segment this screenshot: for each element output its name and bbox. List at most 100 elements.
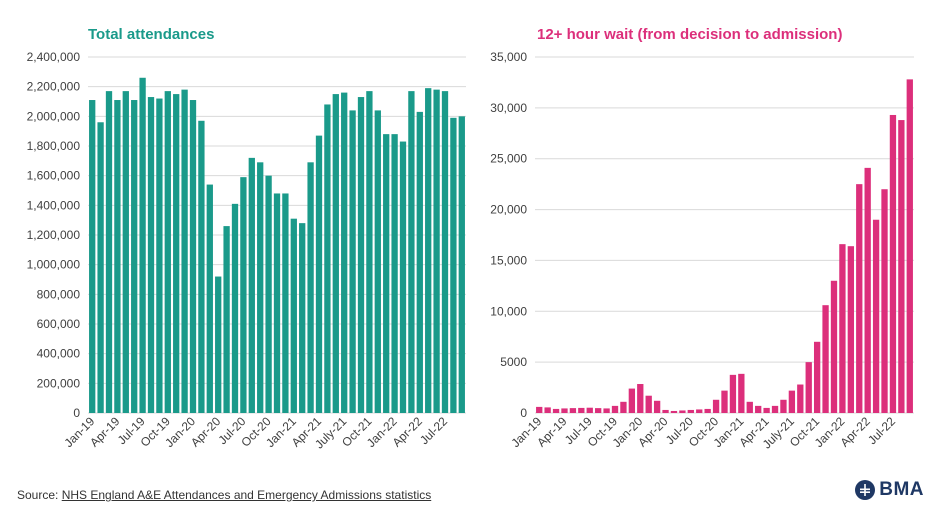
left-chart-y-tick-label: 800,000 [37,287,81,301]
left-chart-bar [231,203,239,413]
left-chart-bar [383,134,390,413]
left-chart-bar [425,88,432,414]
left-chart-bar [441,91,449,413]
left-chart-bar [139,77,146,414]
source-link[interactable]: NHS England A&E Attendances and Emergenc… [61,488,432,502]
left-chart-bar [366,91,373,413]
right-chart-bar [839,244,846,413]
total-attendances-chart: 0 200,000 400,000 600,000 800,000 1,000,000 1,… [27,50,466,451]
right-chart-y-tick-label: 15,000 [490,253,527,267]
right-chart-y-tick-label: 20,000 [490,203,527,217]
left-chart-title: Total attendances [88,26,214,43]
right-chart-bar [586,407,593,413]
source-note: Source: NHS England A&E Attendances and … [17,488,431,502]
left-chart-bar [299,223,306,413]
left-chart-y-tick-label: 2,000,000 [27,109,81,123]
right-chart-bar [856,184,863,413]
left-chart-bar [189,100,197,414]
left-chart-bar [391,134,398,413]
left-chart-x-tick-label: Jul-22 [417,414,450,447]
left-chart-bar [122,91,129,413]
left-chart-y-tick-label: 200,000 [37,376,81,390]
right-chart-bar [595,408,602,413]
left-chart-bar [349,110,356,414]
right-chart-bar [830,280,838,413]
left-chart-bar [164,91,171,413]
right-chart-bar [864,167,871,413]
right-chart-bar [822,305,829,413]
left-chart-bar [257,162,264,413]
left-chart-bar [341,92,348,413]
right-chart-bar [881,189,888,413]
right-chart-bar [898,120,905,413]
left-chart-bar [240,177,247,413]
left-chart-bar [458,116,465,413]
bma-logo: BMA [854,479,924,501]
left-chart-bar [315,135,323,413]
left-chart-bar [324,104,331,413]
source-prefix: Source: [17,488,62,502]
right-chart-bar [645,395,652,413]
left-chart-bar [156,98,163,414]
right-chart-bar [696,409,703,413]
left-chart-bar [416,111,423,413]
right-chart-bar [679,410,686,413]
right-chart-bar [611,405,619,413]
right-chart-bar [771,405,779,413]
left-chart-bar [282,193,289,413]
left-chart-bar [273,193,281,413]
right-chart-bar [813,341,821,413]
right-chart-bar [712,399,720,413]
right-chart-bar [662,409,669,413]
left-chart-bar [114,100,121,414]
left-chart-bar [206,184,213,413]
left-chart-y-tick-label: 2,400,000 [27,50,81,64]
right-chart-bar [797,384,804,413]
right-chart-bar [788,390,796,413]
left-chart-y-tick-label: 1,000,000 [27,258,81,272]
left-chart-bar [307,162,314,413]
right-chart-bar [637,384,644,413]
left-chart-bar [357,97,365,414]
twelve-hour-wait-chart: 0 5000 10,000 15,000 20,000 25,000 30,000 35,00… [490,50,914,451]
left-chart-bar [433,89,440,413]
left-chart-bar [89,100,96,414]
right-chart-bar [561,408,568,413]
right-chart-title: 12+ hour wait (from decision to admissio… [537,26,842,43]
right-chart-bar [704,408,711,413]
left-chart-bar [147,97,155,414]
bma-logo-text: BMA [879,479,924,500]
left-chart-y-tick-label: 1,600,000 [27,169,81,183]
left-chart-y-tick-label: 0 [73,406,80,420]
right-chart-bar [670,410,678,413]
left-chart-bar [131,100,138,414]
left-chart-bar [265,175,272,413]
right-chart-y-tick-label: 10,000 [490,304,527,318]
right-chart-x-tick-label: Jul-22 [865,414,898,447]
right-chart-bar [847,246,854,413]
right-chart-bar [780,399,787,413]
left-chart-bar [408,91,415,413]
left-chart-bar [97,122,104,414]
left-chart-bar [223,226,230,413]
left-chart-bar [181,89,188,413]
right-chart-y-tick-label: 30,000 [490,101,527,115]
right-chart-bar [889,114,897,413]
left-chart-y-tick-label: 1,800,000 [27,139,81,153]
right-chart-bar [552,408,560,413]
right-chart-bar [755,405,762,413]
right-chart-x-tick-label: Apr-20 [635,414,671,450]
right-chart-y-tick-label: 5000 [500,355,527,369]
left-chart-bar [290,218,297,413]
right-chart-bar [578,407,585,413]
left-chart-y-tick-label: 600,000 [37,317,81,331]
right-chart-bar [721,390,728,413]
left-chart-y-tick-label: 2,200,000 [27,80,81,94]
right-chart-bar [906,79,913,414]
right-chart-bar [536,406,543,413]
left-chart-bar [173,94,180,413]
right-chart-bar [653,400,661,413]
left-chart-bar [332,94,339,413]
left-chart-bar [248,157,255,413]
